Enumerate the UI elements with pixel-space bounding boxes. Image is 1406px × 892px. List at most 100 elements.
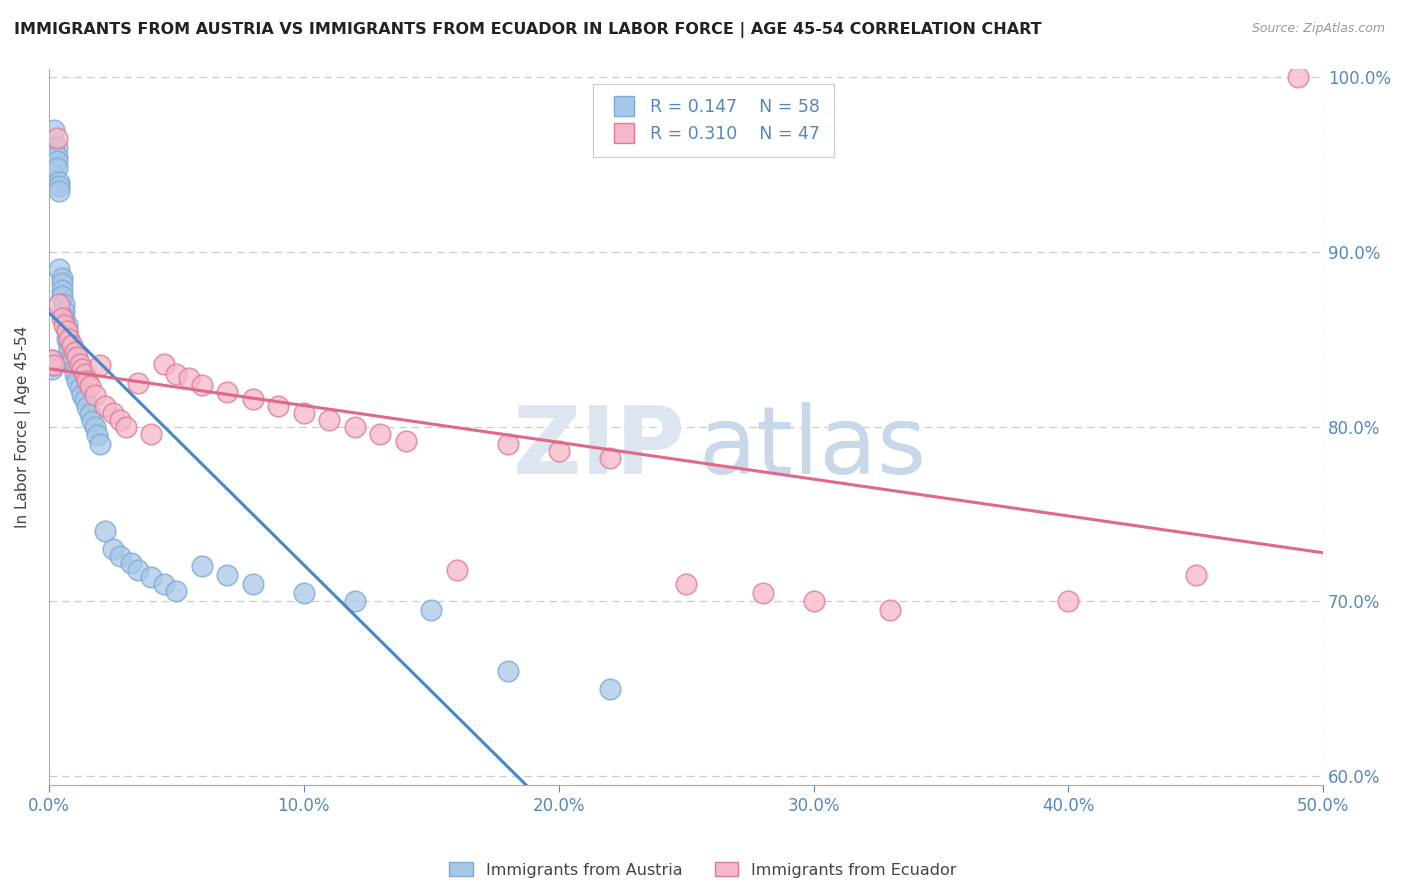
- Text: Source: ZipAtlas.com: Source: ZipAtlas.com: [1251, 22, 1385, 36]
- Point: [48, 175, 70, 189]
- Point: [110, 412, 132, 426]
- Text: ZIP: ZIP: [513, 402, 686, 494]
- Point: [84, 419, 107, 434]
- Point: [318, 412, 340, 426]
- Point: [79, 379, 101, 393]
- Point: [60, 337, 83, 351]
- Point: [56, 318, 79, 333]
- Point: [191, 377, 214, 392]
- Point: [547, 444, 569, 458]
- Point: [343, 594, 366, 608]
- Point: [63, 362, 86, 376]
- Point: [69, 357, 91, 371]
- Point: [58, 337, 80, 351]
- Point: [343, 419, 366, 434]
- Point: [751, 585, 773, 599]
- Point: [66, 350, 89, 364]
- Point: [217, 384, 239, 399]
- Point: [56, 324, 79, 338]
- Point: [292, 406, 315, 420]
- Point: [48, 178, 70, 193]
- Point: [58, 332, 80, 346]
- Point: [1184, 568, 1206, 582]
- Point: [446, 563, 468, 577]
- Point: [94, 399, 117, 413]
- Point: [292, 585, 315, 599]
- Point: [267, 399, 290, 413]
- Point: [45, 149, 67, 163]
- Point: [70, 362, 93, 376]
- Point: [242, 577, 264, 591]
- Text: atlas: atlas: [699, 402, 927, 494]
- Point: [51, 277, 73, 291]
- Point: [152, 577, 174, 591]
- Point: [191, 559, 214, 574]
- Point: [45, 154, 67, 169]
- Point: [599, 681, 621, 696]
- Point: [58, 343, 80, 357]
- Point: [179, 370, 201, 384]
- Point: [53, 304, 76, 318]
- Point: [60, 350, 83, 364]
- Point: [44, 158, 66, 172]
- Point: [70, 388, 93, 402]
- Point: [94, 524, 117, 539]
- Point: [110, 549, 132, 563]
- Point: [44, 140, 66, 154]
- Point: [76, 374, 98, 388]
- Point: [48, 297, 70, 311]
- Point: [73, 393, 96, 408]
- Point: [44, 166, 66, 180]
- Point: [127, 376, 149, 390]
- Point: [48, 184, 70, 198]
- Point: [166, 583, 188, 598]
- Text: IMMIGRANTS FROM AUSTRIA VS IMMIGRANTS FROM ECUADOR IN LABOR FORCE | AGE 45-54 CO: IMMIGRANTS FROM AUSTRIA VS IMMIGRANTS FR…: [14, 22, 1042, 38]
- Point: [496, 437, 519, 451]
- Point: [45, 161, 67, 175]
- Point: [63, 368, 86, 382]
- Point: [217, 568, 239, 582]
- Point: [45, 131, 67, 145]
- Point: [44, 122, 66, 136]
- Y-axis label: In Labor Force | Age 45-54: In Labor Force | Age 45-54: [15, 326, 31, 528]
- Point: [45, 140, 67, 154]
- Point: [152, 357, 174, 371]
- Point: [166, 368, 188, 382]
- Point: [76, 401, 98, 415]
- Point: [101, 541, 124, 556]
- Point: [496, 664, 519, 678]
- Point: [242, 392, 264, 406]
- Point: [84, 388, 107, 402]
- Point: [1057, 594, 1080, 608]
- Point: [114, 419, 136, 434]
- Point: [44, 149, 66, 163]
- Point: [139, 570, 162, 584]
- Point: [51, 271, 73, 285]
- Point: [69, 381, 91, 395]
- Point: [41, 359, 63, 373]
- Point: [139, 426, 162, 441]
- Point: [56, 324, 79, 338]
- Point: [89, 437, 111, 451]
- Point: [60, 355, 83, 369]
- Point: [51, 284, 73, 298]
- Point: [63, 344, 86, 359]
- Point: [803, 594, 825, 608]
- Point: [53, 311, 76, 326]
- Point: [53, 318, 76, 333]
- Point: [44, 359, 66, 373]
- Point: [41, 353, 63, 368]
- Point: [41, 362, 63, 376]
- Point: [48, 262, 70, 277]
- Point: [79, 408, 101, 422]
- Point: [420, 603, 443, 617]
- Point: [41, 353, 63, 368]
- Point: [86, 428, 108, 442]
- Legend: R = 0.147    N = 58, R = 0.310    N = 47: R = 0.147 N = 58, R = 0.310 N = 47: [593, 85, 834, 157]
- Point: [73, 368, 96, 382]
- Point: [56, 332, 79, 346]
- Point: [1286, 70, 1309, 85]
- Point: [51, 288, 73, 302]
- Point: [599, 451, 621, 466]
- Point: [51, 311, 73, 326]
